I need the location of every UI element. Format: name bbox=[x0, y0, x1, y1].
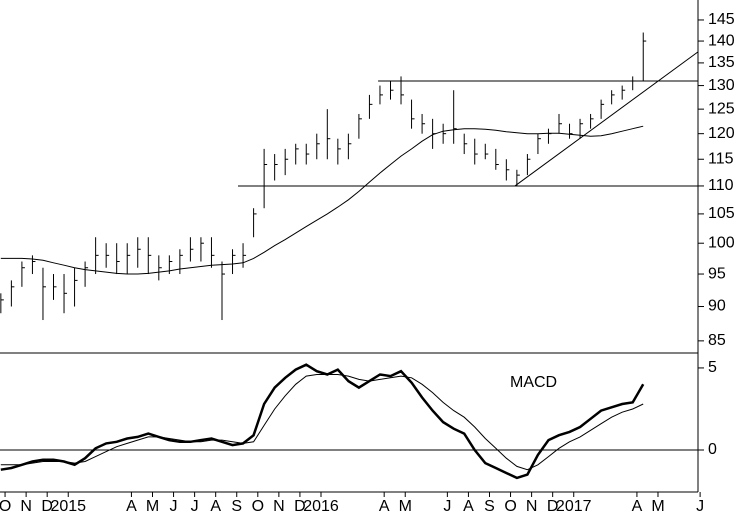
y-tick-label: 5 bbox=[708, 359, 717, 376]
y-tick-label: 130 bbox=[708, 77, 735, 94]
x-tick-label: N bbox=[273, 498, 285, 515]
x-tick-label: M bbox=[399, 498, 412, 515]
x-tick-label: O bbox=[252, 498, 264, 515]
x-tick-label: J bbox=[191, 498, 199, 515]
y-tick-label: 120 bbox=[708, 125, 735, 142]
x-tick-label: J bbox=[443, 498, 451, 515]
x-tick-label: O bbox=[504, 498, 516, 515]
x-tick-label: M bbox=[146, 498, 159, 515]
y-tick-label: 115 bbox=[708, 150, 734, 167]
x-tick-label: A bbox=[210, 498, 221, 515]
y-tick-label: 110 bbox=[708, 177, 734, 194]
y-tick-label: 0 bbox=[708, 441, 717, 458]
x-tick-label: A bbox=[632, 498, 643, 515]
x-tick-label: D bbox=[294, 498, 306, 515]
x-tick-label: S bbox=[484, 498, 495, 515]
x-tick-label: D bbox=[41, 498, 53, 515]
x-tick-label: J bbox=[696, 498, 704, 515]
series-line bbox=[0, 125, 644, 275]
y-tick-label: 125 bbox=[708, 100, 735, 117]
x-tick-label: N bbox=[526, 498, 538, 515]
y-tick-label: 100 bbox=[708, 234, 735, 251]
y-tick-label: 140 bbox=[708, 32, 735, 49]
y-tick-label: 95 bbox=[708, 265, 726, 282]
y-tick-label: 145 bbox=[708, 11, 735, 28]
series-line bbox=[0, 374, 644, 471]
x-tick-label: A bbox=[463, 498, 474, 515]
x-tick-label: 2017 bbox=[556, 498, 592, 515]
x-tick-label: 2016 bbox=[303, 498, 339, 515]
y-tick-label: 90 bbox=[708, 298, 726, 315]
x-tick-label: A bbox=[126, 498, 137, 515]
x-tick-label: N bbox=[20, 498, 32, 515]
x-tick-label: S bbox=[231, 498, 242, 515]
x-tick-label: O bbox=[0, 498, 11, 515]
x-tick-label: 2015 bbox=[50, 498, 86, 515]
x-tick-label: A bbox=[379, 498, 390, 515]
x-tick-label: J bbox=[170, 498, 178, 515]
y-tick-label: 105 bbox=[708, 205, 735, 222]
series-line bbox=[0, 363, 645, 480]
macd-label: MACD bbox=[510, 374, 557, 391]
annotation-line bbox=[514, 51, 699, 187]
x-tick-label: M bbox=[651, 498, 664, 515]
y-tick-label: 85 bbox=[708, 332, 726, 349]
x-tick-label: D bbox=[547, 498, 559, 515]
y-tick-label: 135 bbox=[708, 54, 735, 71]
